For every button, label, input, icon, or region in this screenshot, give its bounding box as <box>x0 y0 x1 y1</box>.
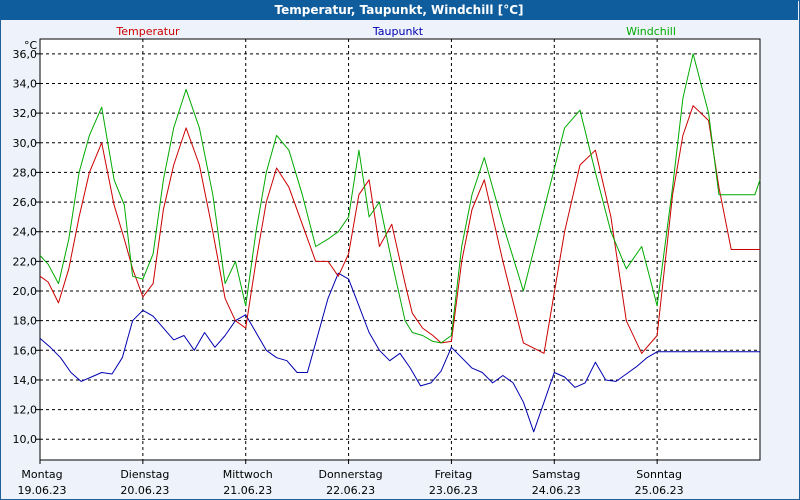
x-tick-date: 22.06.23 <box>326 484 375 497</box>
x-tick-date: 24.06.23 <box>532 484 581 497</box>
x-tick-day: Mittwoch <box>223 468 273 481</box>
y-tick-label: 18,0 <box>13 315 38 328</box>
window-title: Temperatur, Taupunkt, Windchill [°C] <box>0 0 798 20</box>
grid-lines <box>40 39 760 460</box>
x-tick-date: 20.06.23 <box>120 484 169 497</box>
y-tick-label: 12,0 <box>13 404 38 417</box>
y-tick-label: 30,0 <box>13 137 38 150</box>
y-tick-label: 34,0 <box>13 77 38 90</box>
x-tick-day: Freitag <box>435 468 473 481</box>
y-tick-label: 22,0 <box>13 255 38 268</box>
y-axis-ticks: 10,0 12,0 14,0 16,0 18,0 20,0 22,0 24,0 26,0 28,0… <box>13 48 40 446</box>
legend-windchill: Windchill <box>626 25 676 38</box>
x-tick-day: Donnerstag <box>318 468 382 481</box>
y-tick-label: 10,0 <box>13 433 38 446</box>
x-axis-ticks: Montag 19.06.23 Dienstag 20.06.23 Mittwoch 21… <box>18 460 684 497</box>
x-tick-day: Samstag <box>532 468 580 481</box>
x-tick-date: 21.06.23 <box>223 484 272 497</box>
series-lines <box>39 53 761 433</box>
x-tick-date: 25.06.23 <box>635 484 684 497</box>
y-tick-label: 32,0 <box>13 107 38 120</box>
y-tick-label: 14,0 <box>13 374 38 387</box>
series-line-taupunkt <box>39 272 760 433</box>
x-tick-day: Montag <box>21 468 62 481</box>
legend-temperatur: Temperatur <box>115 25 180 38</box>
x-tick-date: 19.06.23 <box>18 484 67 497</box>
series-line-windchill <box>39 53 761 344</box>
series-line-temperatur <box>39 105 760 354</box>
y-tick-label: 26,0 <box>13 196 38 209</box>
y-axis-unit: °C <box>24 39 38 52</box>
y-tick-label: 28,0 <box>13 166 38 179</box>
plot-area <box>39 38 761 461</box>
x-tick-date: 23.06.23 <box>429 484 478 497</box>
x-tick-day: Sonntag <box>636 468 682 481</box>
y-tick-label: 36,0 <box>13 48 38 61</box>
y-tick-label: 16,0 <box>13 344 38 357</box>
y-tick-label: 24,0 <box>13 226 38 239</box>
legend-taupunkt: Taupunkt <box>372 25 424 38</box>
y-tick-label: 20,0 <box>13 285 38 298</box>
x-tick-day: Dienstag <box>120 468 169 481</box>
